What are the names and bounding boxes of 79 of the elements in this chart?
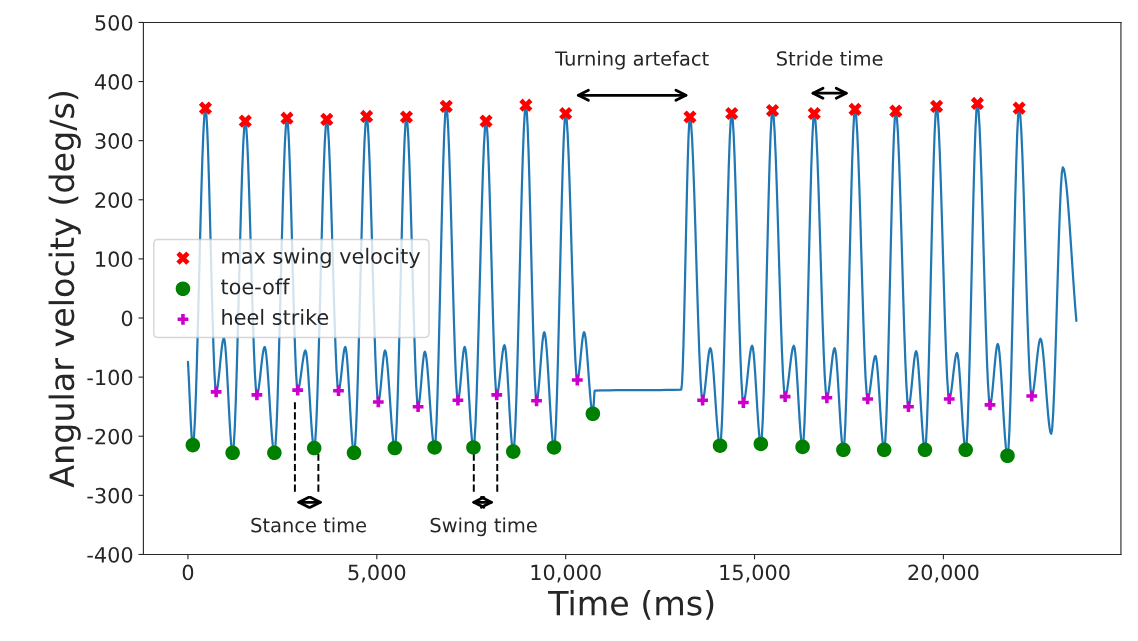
point — [585, 406, 601, 422]
annotation: Swing time — [430, 517, 537, 537]
point — [531, 395, 542, 407]
point — [1000, 448, 1015, 464]
y-tick-label: 400 — [94, 74, 133, 90]
point — [958, 442, 974, 458]
point — [712, 438, 728, 453]
point — [238, 114, 252, 128]
point — [346, 445, 362, 461]
point — [930, 99, 944, 113]
y-tick-label: 0 — [121, 310, 133, 327]
y-tick-label: 500 — [95, 14, 133, 31]
annotation: Stride time — [777, 50, 883, 66]
point — [479, 114, 493, 128]
y-tick-label: 100 — [96, 251, 133, 268]
x-tick-label: 10,000 — [531, 564, 601, 583]
point — [1012, 101, 1026, 115]
legend-label: heel strike — [222, 308, 329, 326]
legend-label: toe-off — [221, 278, 290, 295]
point — [320, 112, 334, 126]
y-tick-label: -200 — [87, 428, 133, 445]
point — [439, 99, 453, 113]
point — [984, 399, 996, 411]
x-tick-label: 15,000 — [720, 564, 790, 583]
annotation: Turning artefact — [555, 50, 709, 70]
point — [306, 440, 322, 456]
point — [765, 103, 780, 118]
point — [725, 106, 739, 121]
point — [807, 106, 821, 121]
point — [427, 440, 442, 455]
point — [795, 439, 810, 455]
point — [889, 104, 903, 118]
point — [185, 437, 201, 453]
annotation: Stance time — [251, 517, 367, 533]
point — [862, 393, 874, 405]
point — [387, 440, 403, 456]
point — [505, 444, 521, 459]
x-tick-label: 20,000 — [908, 564, 979, 583]
point — [779, 391, 791, 403]
point — [571, 374, 583, 386]
point — [753, 436, 769, 452]
point — [280, 111, 294, 125]
point — [198, 101, 213, 115]
point — [452, 394, 464, 406]
point — [683, 110, 697, 124]
point — [466, 440, 481, 455]
y-tick-label: -100 — [87, 369, 133, 386]
point — [251, 389, 263, 401]
x-tick-label: 5,000 — [348, 564, 406, 583]
point — [559, 106, 573, 121]
point — [697, 394, 708, 406]
y-tick-label: -400 — [87, 546, 133, 563]
point — [399, 110, 414, 124]
point — [836, 442, 851, 458]
point — [372, 396, 384, 408]
y-axis-title: Angular velocity (deg/s) — [48, 92, 81, 488]
point — [225, 445, 240, 461]
point — [333, 385, 344, 397]
point — [519, 98, 533, 112]
point — [491, 389, 503, 401]
point — [943, 393, 955, 405]
point — [360, 109, 374, 124]
point — [546, 440, 562, 455]
point — [848, 102, 862, 116]
point — [970, 96, 984, 111]
point — [292, 384, 304, 396]
point — [210, 386, 222, 398]
point — [412, 401, 424, 413]
legend-label: max swing velocity — [222, 247, 421, 268]
point — [821, 392, 833, 404]
point — [267, 445, 282, 461]
point — [917, 442, 933, 458]
y-tick-label: 300 — [95, 133, 133, 149]
x-axis-title: Time (ms) — [548, 589, 714, 620]
point — [876, 442, 892, 458]
point — [1026, 390, 1038, 402]
y-tick-label: 200 — [95, 192, 133, 208]
x-tick-label: 0 — [182, 564, 194, 581]
y-tick-label: -300 — [87, 487, 133, 504]
